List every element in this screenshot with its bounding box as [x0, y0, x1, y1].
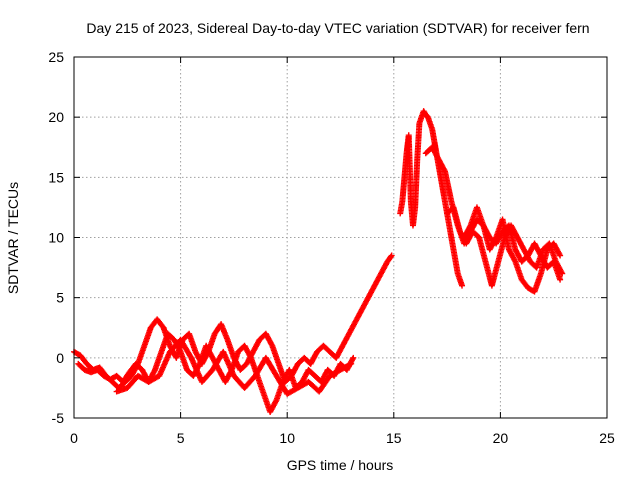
data-point: [459, 282, 466, 289]
x-tick-label: 20: [493, 430, 509, 446]
y-tick-label: 25: [48, 49, 64, 65]
data-point: [557, 252, 564, 259]
y-tick-label: 5: [56, 290, 64, 306]
y-tick-label: 10: [48, 230, 64, 246]
data-point: [559, 270, 566, 277]
y-tick-label: 20: [48, 109, 64, 125]
x-tick-labels: 0 5 10 15 20 25: [70, 430, 615, 446]
x-axis-label: GPS time / hours: [287, 457, 394, 473]
y-tick-labels: -5 0 5 10 15 20 25: [48, 49, 64, 426]
grid-lines: [74, 57, 607, 418]
x-tick-label: 5: [177, 430, 185, 446]
data-point: [348, 360, 355, 367]
chart-title: Day 215 of 2023, Sidereal Day-to-day VTE…: [86, 20, 589, 36]
y-tick-label: 0: [56, 350, 64, 366]
x-tick-label: 25: [599, 430, 615, 446]
data-point: [387, 253, 394, 260]
data-point: [557, 276, 564, 283]
x-tick-label: 0: [70, 430, 78, 446]
data-point: [350, 354, 357, 361]
data-point: [388, 252, 395, 259]
x-tick-label: 15: [386, 430, 402, 446]
data-points: [71, 108, 566, 415]
x-tick-label: 10: [279, 430, 295, 446]
y-tick-label: -5: [52, 410, 65, 426]
y-axis-label: SDTVAR / TECUs: [5, 182, 21, 294]
axis-ticks: [73, 56, 608, 419]
y-tick-label: 15: [48, 169, 64, 185]
